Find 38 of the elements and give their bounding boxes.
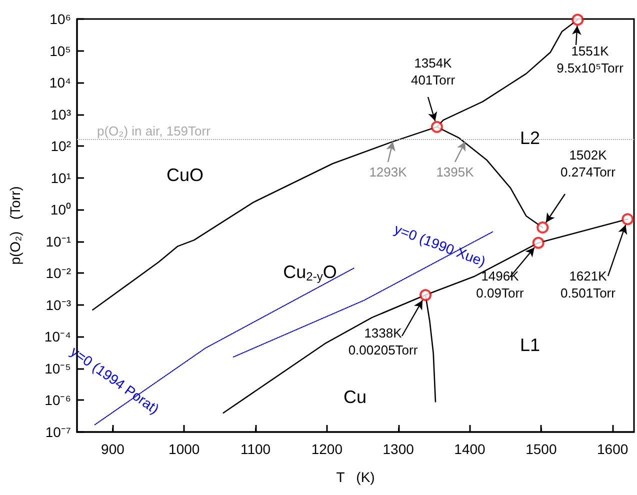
y-tick-label: 10³ bbox=[50, 106, 72, 122]
x-axis-title: T (K) bbox=[336, 469, 375, 485]
annotation: L1 bbox=[520, 335, 540, 355]
y-tick-label: 10² bbox=[50, 138, 72, 154]
y-tick-label: 10⁶ bbox=[50, 11, 71, 27]
y-tick-label: 10⁻⁴ bbox=[44, 328, 71, 345]
annotation: 1621K 0.501Torr bbox=[560, 268, 616, 300]
y-tick-label: 10⁻⁵ bbox=[44, 360, 71, 376]
x-tick-label: 1000 bbox=[168, 441, 200, 457]
x-tick-label: 1600 bbox=[597, 441, 628, 457]
y-tick-label: 10⁻² bbox=[46, 265, 72, 282]
x-tick-label: 1400 bbox=[454, 441, 486, 457]
x-tick-label: 1100 bbox=[240, 441, 271, 457]
annotation: 1502K 0.274Torr bbox=[560, 148, 616, 180]
y-tick-label: 10⁵ bbox=[50, 42, 71, 59]
x-tick-label: 1500 bbox=[526, 441, 557, 457]
annotation: 1354K 401Torr bbox=[410, 56, 456, 88]
text: y=0 (1990 Xue) bbox=[392, 220, 488, 270]
annotation: Cu bbox=[343, 387, 367, 407]
annotation: 1551K 9.5x10⁵Torr bbox=[556, 44, 624, 76]
y-tick-label: 10¹ bbox=[50, 170, 72, 186]
x-tick-label: 1300 bbox=[382, 441, 414, 457]
x-tick-label: 900 bbox=[101, 441, 125, 457]
y-tick-label: 10⁻⁷ bbox=[45, 424, 71, 440]
x-tick-label: 1200 bbox=[311, 441, 343, 457]
y-tick-label: 10⁰ bbox=[50, 202, 71, 218]
annotation: 1395K bbox=[436, 164, 474, 180]
annotation: L2 bbox=[520, 128, 540, 148]
annotation: CuO bbox=[166, 165, 204, 185]
y-tick-label: 10⁻³ bbox=[46, 296, 72, 313]
annotation: 1338K 0.00205Torr bbox=[348, 326, 418, 358]
ref-line-label: p(O₂) in air, 159Torr bbox=[97, 124, 212, 139]
annotation: 1293K bbox=[369, 164, 408, 180]
y-tick-label: 10⁴ bbox=[49, 74, 71, 91]
y-tick-label: 10⁻¹ bbox=[46, 233, 72, 250]
annotation: 1496K 0.09Torr bbox=[476, 268, 525, 300]
y-tick-label: 10⁻⁶ bbox=[44, 392, 71, 408]
y-axis-title: p(O₂) (Torr) bbox=[7, 186, 23, 265]
